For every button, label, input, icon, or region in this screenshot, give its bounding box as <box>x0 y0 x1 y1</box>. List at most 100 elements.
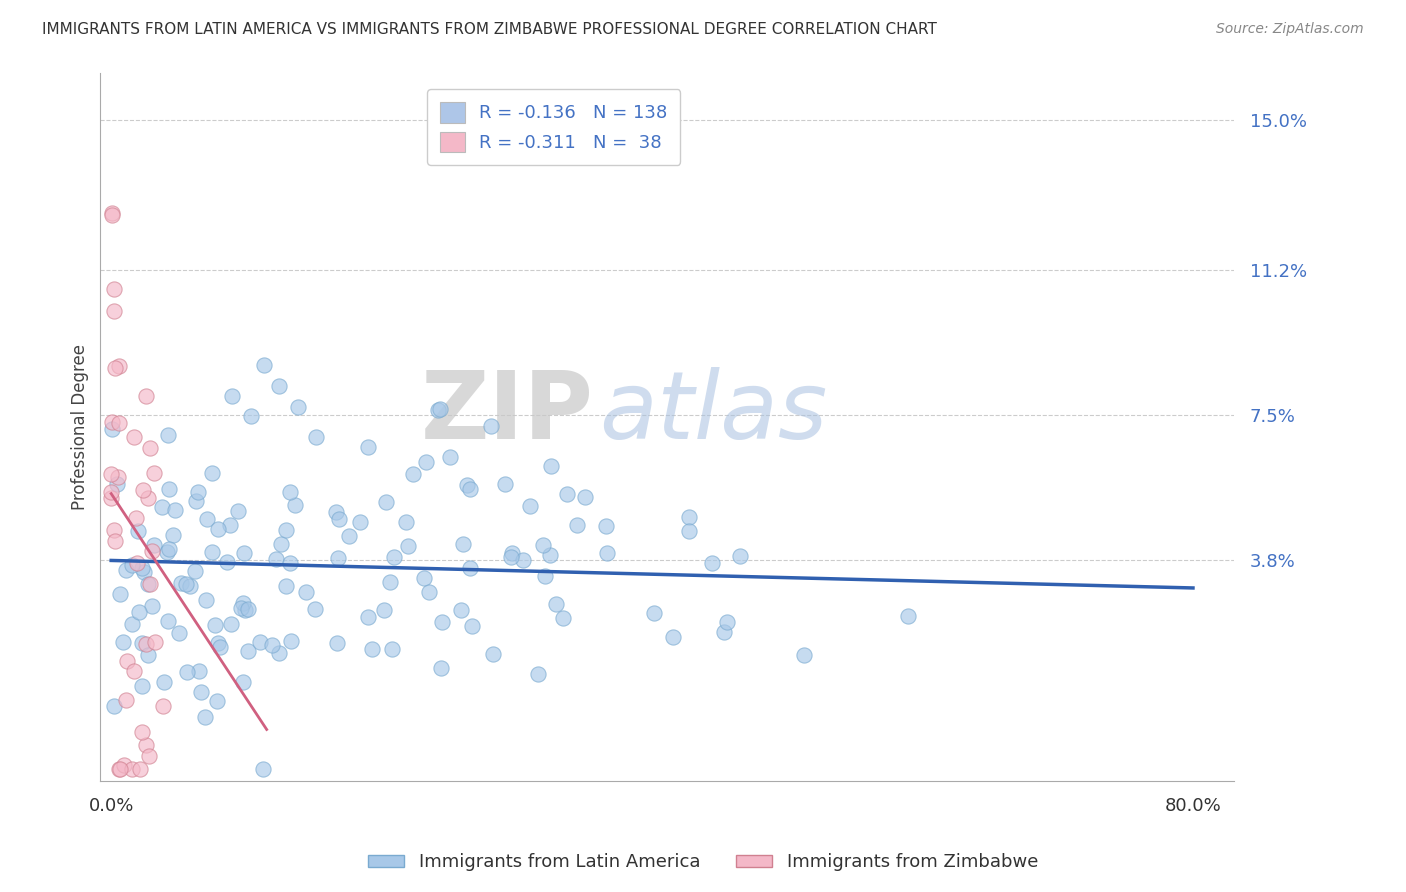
Immigrants from Latin America <box>157 482 180 496</box>
Immigrants from Latin America <box>187 484 209 499</box>
Immigrants from Latin America <box>429 660 451 674</box>
Immigrants from Latin America <box>461 619 484 633</box>
Immigrants from Latin America <box>186 494 208 508</box>
Immigrants from Zimbabwe <box>135 637 157 651</box>
Immigrants from Latin America <box>260 638 283 652</box>
Immigrants from Latin America <box>136 577 159 591</box>
Immigrants from Zimbabwe <box>138 491 160 505</box>
Immigrants from Zimbabwe <box>101 206 124 220</box>
Immigrants from Latin America <box>349 516 371 530</box>
Immigrants from Latin America <box>141 599 163 614</box>
Immigrants from Latin America <box>337 528 360 542</box>
Immigrants from Latin America <box>201 545 224 559</box>
Immigrants from Latin America <box>114 563 136 577</box>
Immigrants from Latin America <box>153 674 176 689</box>
Immigrants from Latin America <box>267 379 290 393</box>
Immigrants from Zimbabwe <box>108 359 131 373</box>
Immigrants from Latin America <box>538 549 561 563</box>
Immigrants from Latin America <box>156 545 179 559</box>
Immigrants from Zimbabwe <box>112 758 135 772</box>
Immigrants from Latin America <box>127 524 149 538</box>
Immigrants from Latin America <box>494 476 516 491</box>
Immigrants from Zimbabwe <box>152 698 174 713</box>
Immigrants from Latin America <box>269 646 291 660</box>
Immigrants from Latin America <box>204 618 226 632</box>
Immigrants from Latin America <box>264 551 287 566</box>
Immigrants from Zimbabwe <box>132 483 155 497</box>
Immigrants from Latin America <box>128 605 150 619</box>
Immigrants from Latin America <box>456 477 478 491</box>
Immigrants from Zimbabwe <box>129 762 152 776</box>
Immigrants from Zimbabwe <box>100 485 122 500</box>
Immigrants from Latin America <box>270 537 292 551</box>
Immigrants from Zimbabwe <box>104 534 127 549</box>
Immigrants from Latin America <box>112 635 135 649</box>
Immigrants from Latin America <box>534 569 557 583</box>
Immigrants from Latin America <box>207 636 229 650</box>
Immigrants from Zimbabwe <box>122 430 145 444</box>
Immigrants from Latin America <box>381 642 404 657</box>
Immigrants from Latin America <box>429 401 451 416</box>
Immigrants from Zimbabwe <box>127 556 149 570</box>
Immigrants from Latin America <box>304 602 326 616</box>
Immigrants from Latin America <box>239 409 262 424</box>
Immigrants from Latin America <box>662 630 685 644</box>
Immigrants from Latin America <box>402 467 425 481</box>
Immigrants from Latin America <box>136 648 159 662</box>
Immigrants from Zimbabwe <box>101 415 124 429</box>
Immigrants from Latin America <box>217 555 239 569</box>
Immigrants from Latin America <box>305 430 328 444</box>
Immigrants from Latin America <box>233 603 256 617</box>
Immigrants from Latin America <box>156 428 179 442</box>
Immigrants from Latin America <box>793 648 815 663</box>
Immigrants from Latin America <box>278 484 301 499</box>
Immigrants from Latin America <box>276 524 298 538</box>
Immigrants from Latin America <box>678 509 700 524</box>
Immigrants from Latin America <box>713 625 735 640</box>
Immigrants from Latin America <box>643 607 665 621</box>
Immigrants from Latin America <box>233 546 256 560</box>
Immigrants from Latin America <box>460 482 482 496</box>
Immigrants from Latin America <box>540 458 562 473</box>
Immigrants from Zimbabwe <box>131 725 153 739</box>
Immigrants from Latin America <box>121 616 143 631</box>
Immigrants from Latin America <box>207 522 229 536</box>
Text: Source: ZipAtlas.com: Source: ZipAtlas.com <box>1216 22 1364 37</box>
Immigrants from Zimbabwe <box>139 441 162 455</box>
Immigrants from Latin America <box>380 574 402 589</box>
Immigrants from Zimbabwe <box>115 693 138 707</box>
Y-axis label: Professional Degree: Professional Degree <box>72 343 89 510</box>
Immigrants from Latin America <box>232 596 254 610</box>
Immigrants from Zimbabwe <box>104 361 127 376</box>
Immigrants from Latin America <box>184 564 207 578</box>
Immigrants from Zimbabwe <box>107 762 129 776</box>
Immigrants from Latin America <box>527 667 550 681</box>
Immigrants from Latin America <box>326 636 349 650</box>
Immigrants from Latin America <box>179 579 201 593</box>
Immigrants from Latin America <box>176 576 198 591</box>
Immigrants from Latin America <box>228 504 250 518</box>
Immigrants from Zimbabwe <box>139 577 162 591</box>
Immigrants from Latin America <box>101 422 124 436</box>
Immigrants from Latin America <box>205 694 228 708</box>
Immigrants from Latin America <box>375 495 398 509</box>
Immigrants from Latin America <box>131 636 153 650</box>
Immigrants from Zimbabwe <box>100 467 122 482</box>
Immigrants from Latin America <box>458 561 481 575</box>
Immigrants from Zimbabwe <box>142 467 165 481</box>
Immigrants from Zimbabwe <box>135 738 157 752</box>
Immigrants from Latin America <box>167 626 190 640</box>
Immigrants from Latin America <box>170 576 193 591</box>
Immigrants from Zimbabwe <box>100 491 122 506</box>
Immigrants from Latin America <box>294 585 316 599</box>
Immigrants from Zimbabwe <box>143 635 166 649</box>
Immigrants from Latin America <box>426 402 449 417</box>
Immigrants from Zimbabwe <box>103 282 125 296</box>
Immigrants from Zimbabwe <box>125 511 148 525</box>
Immigrants from Zimbabwe <box>101 208 124 222</box>
Immigrants from Zimbabwe <box>138 748 160 763</box>
Immigrants from Latin America <box>218 518 240 533</box>
Immigrants from Latin America <box>897 609 920 624</box>
Immigrants from Latin America <box>162 527 184 541</box>
Immigrants from Latin America <box>396 539 419 553</box>
